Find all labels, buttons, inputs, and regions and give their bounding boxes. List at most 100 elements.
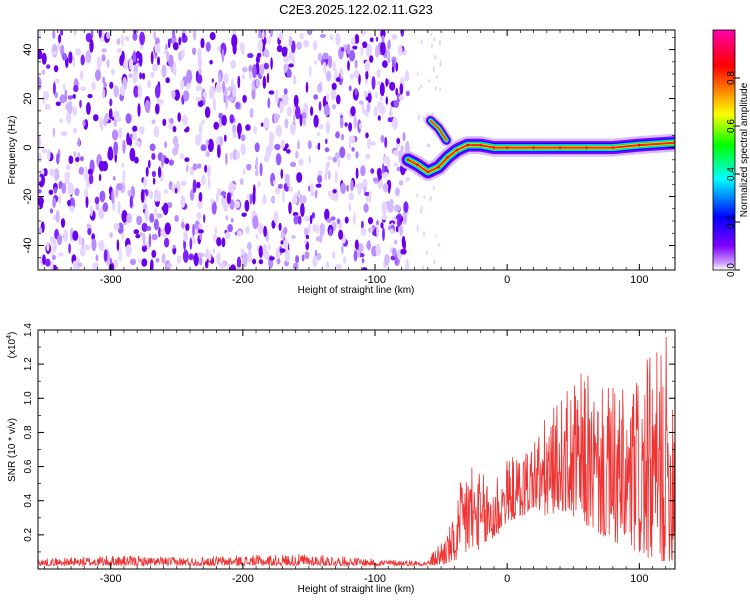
noise-blob <box>185 126 190 132</box>
noise-blob <box>156 97 160 103</box>
y-tick-label: 20 <box>22 92 34 104</box>
noise-blob <box>166 51 170 62</box>
noise-blob <box>395 225 399 233</box>
noise-blob <box>274 143 281 151</box>
noise-speck <box>422 265 425 270</box>
noise-blob <box>168 159 174 166</box>
noise-blob <box>301 195 307 204</box>
y-tick-label: 1.2 <box>23 357 34 371</box>
noise-blob <box>263 49 270 58</box>
noise-blob <box>393 162 399 167</box>
snr-x-label: Height of straight line (km) <box>298 584 415 595</box>
noise-blob <box>86 223 91 229</box>
noise-blob <box>389 105 393 116</box>
noise-blob <box>227 86 234 92</box>
noise-blob <box>357 249 361 258</box>
noise-blob <box>389 199 394 205</box>
x-tick-label: -200 <box>232 274 254 286</box>
noise-blob <box>73 151 77 157</box>
noise-blob <box>38 30 42 38</box>
noise-blob <box>325 261 330 268</box>
noise-blob <box>375 36 379 42</box>
ridge-point <box>446 156 450 159</box>
noise-blob <box>296 140 301 150</box>
noise-blob <box>246 163 252 171</box>
noise-blob <box>133 229 140 235</box>
noise-blob <box>284 118 289 129</box>
noise-blob <box>242 168 246 176</box>
noise-blob <box>67 95 74 100</box>
noise-blob <box>317 83 323 93</box>
noise-blob <box>160 228 165 237</box>
noise-blob <box>38 76 42 91</box>
ridge-point <box>455 148 459 152</box>
noise-blob <box>48 189 54 195</box>
noise-blob <box>57 41 61 51</box>
snr-series-line <box>38 337 675 568</box>
noise-blob <box>242 253 248 268</box>
noise-blob <box>116 48 123 53</box>
noise-speck <box>423 195 426 199</box>
noise-blob <box>355 151 359 159</box>
noise-blob <box>52 82 56 95</box>
noise-blob <box>263 117 270 128</box>
noise-blob <box>241 74 246 79</box>
noise-blob <box>327 190 332 197</box>
snr-multiplier: (x104) <box>6 332 18 359</box>
noise-blob <box>350 106 356 117</box>
noise-blob <box>368 190 372 204</box>
noise-blob <box>277 183 283 189</box>
noise-blob <box>365 153 371 160</box>
noise-blob <box>313 94 319 100</box>
noise-blob <box>212 97 217 112</box>
noise-blob <box>350 37 356 46</box>
noise-blob <box>262 75 267 89</box>
noise-blob <box>304 251 310 260</box>
noise-blob <box>366 102 371 113</box>
noise-blob <box>98 173 102 182</box>
noise-blob <box>149 213 155 223</box>
noise-blob <box>238 130 241 140</box>
noise-blob <box>149 143 156 152</box>
noise-blob <box>161 154 164 168</box>
noise-blob <box>278 222 282 231</box>
noise-blob <box>332 60 336 71</box>
noise-blob <box>242 94 247 103</box>
noise-blob <box>109 98 113 107</box>
noise-blob <box>80 156 84 162</box>
noise-speck <box>439 60 442 68</box>
noise-blob <box>214 227 218 234</box>
noise-blob <box>299 114 303 127</box>
noise-blob <box>297 190 300 196</box>
noise-blob <box>130 131 138 141</box>
noise-blob <box>286 68 292 78</box>
noise-blob <box>381 214 388 221</box>
noise-blob <box>164 157 170 165</box>
noise-blob <box>172 30 175 39</box>
noise-blob <box>117 201 121 215</box>
noise-blob <box>334 152 341 160</box>
noise-blob <box>192 30 197 41</box>
noise-blob <box>358 243 364 252</box>
noise-blob <box>313 114 319 128</box>
ridge-point <box>479 143 483 147</box>
noise-blob <box>344 216 349 224</box>
noise-blob <box>387 117 393 123</box>
noise-blob <box>235 101 241 110</box>
noise-blob <box>330 88 337 101</box>
noise-blob <box>249 193 253 205</box>
noise-blob <box>295 255 300 264</box>
noise-blob <box>348 49 356 62</box>
noise-speck <box>428 79 431 83</box>
noise-blob <box>84 244 91 251</box>
noise-blob <box>41 52 47 65</box>
noise-blob <box>153 218 159 231</box>
y-tick-label: -20 <box>22 189 34 205</box>
noise-blob <box>390 255 396 261</box>
noise-blob <box>113 222 120 231</box>
noise-speck <box>416 194 419 198</box>
noise-blob <box>376 68 381 78</box>
noise-blob <box>192 163 198 171</box>
noise-blob <box>317 174 323 184</box>
